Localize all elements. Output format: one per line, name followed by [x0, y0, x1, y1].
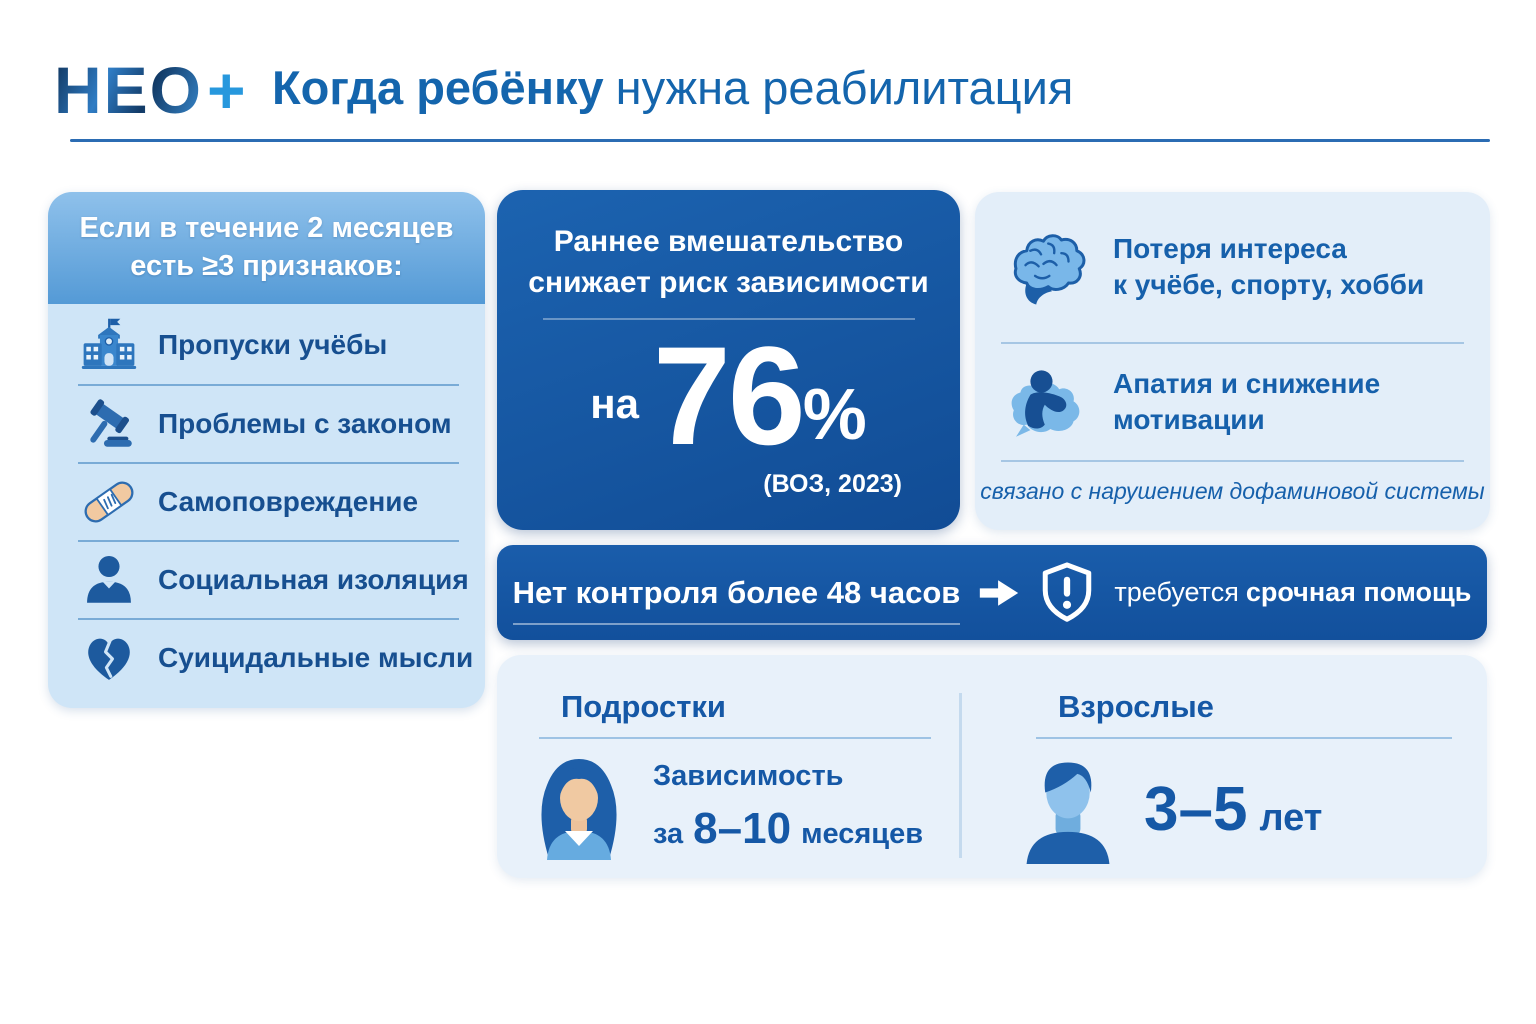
adults-heading: Взрослые — [1058, 689, 1214, 724]
timeline-panel: Подростки Зависимость за — [497, 655, 1487, 878]
sign-item-law: Проблемы с законом — [78, 384, 459, 462]
teens-text: Зависимость за 8–10 месяцев — [653, 755, 923, 861]
signs-heading-line2: есть ≥3 признаков: — [130, 250, 403, 282]
arrow-right-icon — [978, 578, 1020, 608]
adults-content: 3–5 лет — [1026, 749, 1487, 870]
page-title-rest: нужна реабилитация — [615, 61, 1074, 114]
adults-range: 3–5 — [1144, 775, 1248, 844]
symptom-label-line1: Потеря интереса — [1113, 232, 1347, 264]
bandage-icon — [78, 473, 140, 531]
symptom-item-apathy: Апатия и снижение мотивации — [975, 344, 1490, 460]
symptom-label: Потеря интереса к учёбе, спорту, хобби — [1113, 231, 1424, 304]
alert-banner: Нет контроля более 48 часов требуется сро… — [497, 545, 1487, 640]
page-title-bold: Когда ребёнку — [272, 61, 604, 114]
timeline-teens-column: Подростки Зависимость за — [497, 655, 992, 878]
logo-text: НЕО — [54, 53, 204, 127]
symptom-label-line2: к учёбе, спорту, хобби — [1113, 269, 1425, 300]
teens-line2: за 8–10 месяцев — [653, 797, 923, 861]
broken-heart-icon — [78, 630, 140, 686]
sign-label: Проблемы с законом — [158, 408, 452, 439]
signs-panel: Если в течение 2 месяцев есть ≥3 признак… — [48, 192, 485, 708]
teens-range: 8–10 — [693, 803, 792, 853]
gavel-icon — [78, 397, 140, 451]
signs-heading-line1: Если в течение 2 месяцев — [79, 212, 454, 245]
stat-source: (ВОЗ, 2023) — [763, 470, 902, 498]
school-icon — [78, 316, 140, 374]
adults-underline — [1036, 737, 1452, 739]
shield-exclamation-icon — [1038, 561, 1096, 625]
teens-line2-prefix: за — [653, 817, 684, 850]
stat-prefix: на — [590, 380, 639, 427]
sign-label: Социальная изоляция — [158, 564, 469, 595]
signs-panel-heading: Если в течение 2 месяцев есть ≥3 признак… — [48, 192, 485, 304]
adults-suffix: лет — [1259, 797, 1323, 839]
page-title: Когда ребёнку нужна реабилитация — [272, 60, 1073, 115]
teens-underline — [539, 737, 931, 739]
symptom-item-interest-loss: Потеря интереса к учёбе, спорту, хобби — [975, 192, 1490, 342]
alert-action-bold: срочная помощь — [1245, 577, 1472, 607]
symptoms-divider — [1001, 460, 1464, 462]
logo-plus-sign: + — [207, 53, 248, 127]
teen-girl-avatar — [529, 749, 629, 866]
stat-value-row: на 76 % — [497, 317, 960, 474]
teens-suffix: месяцев — [801, 817, 924, 850]
stat-heading: Раннее вмешательство снижает риск зависи… — [497, 190, 960, 303]
sign-label: Самоповреждение — [158, 486, 419, 517]
stat-divider — [542, 318, 915, 320]
symptoms-divider — [1001, 342, 1464, 344]
stat-value: 76 — [652, 317, 806, 474]
symptoms-panel: Потеря интереса к учёбе, спорту, хобби А… — [975, 192, 1490, 530]
symptoms-note: связано с нарушением дофаминовой системы — [980, 478, 1485, 504]
apathy-icon — [1001, 366, 1093, 439]
signs-list: Пропуски учёбы Проблемы с — [48, 304, 485, 696]
stat-panel: Раннее вмешательство снижает риск зависи… — [497, 190, 960, 530]
sign-label: Пропуски учёбы — [158, 329, 388, 360]
neo-plus-logo: НЕО + — [54, 52, 248, 128]
adults-text: 3–5 лет — [1144, 774, 1322, 845]
alert-action: требуется срочная помощь — [1114, 577, 1471, 608]
alert-condition: Нет контроля более 48 часов — [512, 574, 961, 625]
sign-item-self-harm: Самоповреждение — [78, 462, 459, 540]
sign-label: Суицидальные мысли — [158, 642, 474, 673]
timeline-adults-column: Взрослые 3–5 лет — [992, 655, 1487, 878]
header-divider — [70, 139, 1490, 142]
sign-item-school: Пропуски учёбы — [78, 306, 459, 384]
brain-icon — [1001, 228, 1093, 307]
stat-heading-line2: снижает риск зависимости — [528, 265, 929, 299]
adult-man-avatar — [1016, 749, 1120, 870]
teens-heading: Подростки — [561, 689, 726, 724]
symptom-label-line2: мотивации — [1113, 404, 1265, 435]
symptom-label-line1: Апатия и снижение — [1113, 367, 1381, 399]
stat-heading-line1: Раннее вмешательство — [553, 225, 904, 258]
alert-action-prefix: требуется — [1114, 577, 1239, 607]
sign-item-suicidal: Суицидальные мысли — [78, 618, 473, 696]
person-icon — [78, 553, 140, 607]
stat-percent-sign: % — [802, 375, 867, 455]
teens-line1: Зависимость — [653, 759, 844, 792]
sign-item-isolation: Социальная изоляция — [78, 540, 469, 618]
teens-content: Зависимость за 8–10 месяцев — [541, 749, 992, 866]
symptom-label: Апатия и снижение мотивации — [1113, 366, 1380, 439]
